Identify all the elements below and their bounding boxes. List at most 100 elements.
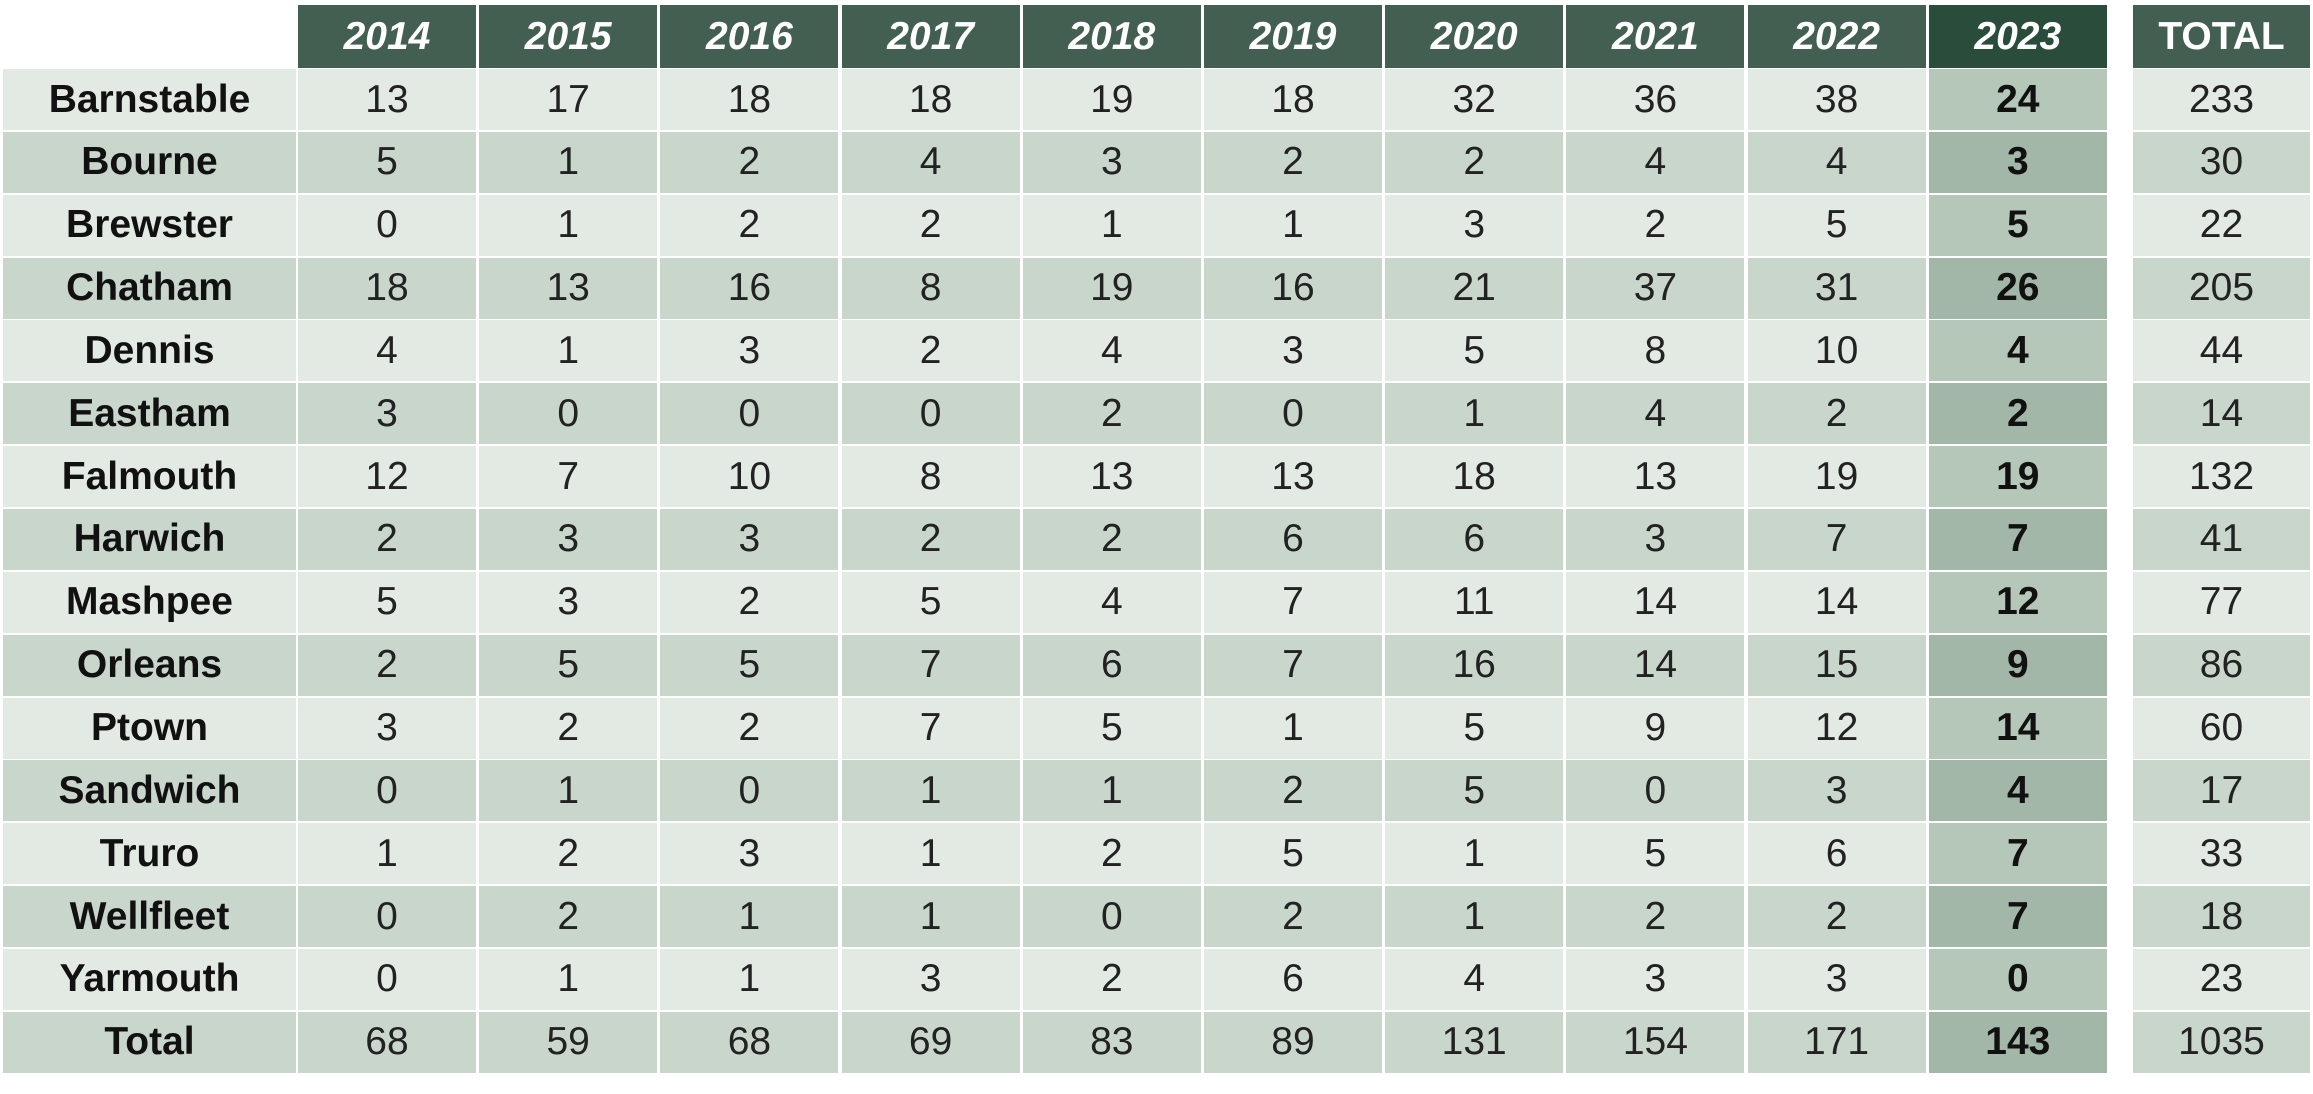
value-cell: 19 <box>1747 446 1926 508</box>
value-cell: 0 <box>1566 760 1745 822</box>
value-cell: 3 <box>1566 508 1745 570</box>
value-cell: 2 <box>1204 760 1382 822</box>
row-total-cell: 18 <box>2133 886 2310 948</box>
highlight-value-cell: 7 <box>1928 823 2107 885</box>
row-label: Eastham <box>3 383 296 445</box>
value-cell: 12 <box>1747 697 1926 759</box>
value-cell: 2 <box>298 508 476 570</box>
row-label: Total <box>3 1011 296 1073</box>
value-cell: 89 <box>1204 1011 1382 1073</box>
highlight-value-cell: 4 <box>1928 760 2107 822</box>
value-cell: 1 <box>479 320 658 382</box>
highlight-value-cell: 2 <box>1928 383 2107 445</box>
value-cell: 6 <box>1204 508 1382 570</box>
value-cell: 4 <box>1566 383 1745 445</box>
value-cell: 16 <box>1204 257 1382 319</box>
table-row: Orleans 2 5 5 7 6 7 16 14 15 9 86 <box>0 634 2313 696</box>
value-cell: 69 <box>841 1011 1020 1073</box>
value-cell: 1 <box>1204 194 1382 256</box>
value-cell: 0 <box>1022 886 1201 948</box>
value-cell: 59 <box>479 1011 658 1073</box>
row-total-cell: 14 <box>2133 383 2310 445</box>
row-total-cell: 30 <box>2133 131 2310 193</box>
value-cell: 2 <box>1747 383 1926 445</box>
value-cell: 4 <box>1747 131 1926 193</box>
value-cell: 1 <box>479 948 658 1010</box>
value-cell: 4 <box>298 320 476 382</box>
table-row: Dennis 4 1 3 2 4 3 5 8 10 4 44 <box>0 320 2313 382</box>
value-cell: 2 <box>479 886 658 948</box>
value-cell: 5 <box>298 131 476 193</box>
value-cell: 1 <box>1204 697 1382 759</box>
value-cell: 2 <box>1566 886 1745 948</box>
value-cell: 2 <box>660 697 839 759</box>
table-row: Bourne 5 1 2 4 3 2 2 4 4 3 30 <box>0 131 2313 193</box>
column-header-2019: 2019 <box>1204 5 1382 68</box>
value-cell: 14 <box>1566 571 1745 633</box>
row-label: Yarmouth <box>3 948 296 1010</box>
row-label: Falmouth <box>3 446 296 508</box>
row-total-cell: 132 <box>2133 446 2310 508</box>
value-cell: 2 <box>660 131 839 193</box>
row-total-cell: 17 <box>2133 760 2310 822</box>
value-cell: 1 <box>479 194 658 256</box>
highlight-value-cell: 3 <box>1928 131 2107 193</box>
value-cell: 2 <box>841 508 1020 570</box>
highlight-value-cell: 26 <box>1928 257 2107 319</box>
row-label: Dennis <box>3 320 296 382</box>
value-cell: 38 <box>1747 69 1926 130</box>
value-cell: 32 <box>1385 69 1564 130</box>
highlight-value-cell: 5 <box>1928 194 2107 256</box>
row-total-cell: 22 <box>2133 194 2310 256</box>
value-cell: 2 <box>1385 131 1564 193</box>
row-label: Harwich <box>3 508 296 570</box>
value-cell: 2 <box>298 634 476 696</box>
value-cell: 1 <box>660 886 839 948</box>
value-cell: 2 <box>1022 823 1201 885</box>
row-label: Truro <box>3 823 296 885</box>
value-cell: 5 <box>479 634 658 696</box>
value-cell: 8 <box>1566 320 1745 382</box>
value-cell: 0 <box>298 760 476 822</box>
header-row: 2014 2015 2016 2017 2018 2019 2020 2021 2022 2023… <box>0 5 2313 68</box>
value-cell: 10 <box>1747 320 1926 382</box>
value-cell: 1 <box>841 760 1020 822</box>
row-label: Sandwich <box>3 760 296 822</box>
value-cell: 21 <box>1385 257 1564 319</box>
value-cell: 5 <box>1204 823 1382 885</box>
value-cell: 3 <box>1204 320 1382 382</box>
value-cell: 18 <box>298 257 476 319</box>
value-cell: 13 <box>298 69 476 130</box>
column-header-total: TOTAL <box>2133 5 2310 68</box>
value-cell: 6 <box>1747 823 1926 885</box>
value-cell: 4 <box>1022 320 1201 382</box>
value-cell: 3 <box>298 383 476 445</box>
value-cell: 7 <box>841 697 1020 759</box>
value-cell: 3 <box>1747 948 1926 1010</box>
highlight-value-cell: 7 <box>1928 508 2107 570</box>
value-cell: 154 <box>1566 1011 1745 1073</box>
value-cell: 0 <box>298 948 476 1010</box>
value-cell: 0 <box>660 760 839 822</box>
row-total-cell: 44 <box>2133 320 2310 382</box>
value-cell: 13 <box>1566 446 1745 508</box>
row-label: Ptown <box>3 697 296 759</box>
value-cell: 31 <box>1747 257 1926 319</box>
value-cell: 3 <box>479 571 658 633</box>
highlight-value-cell: 19 <box>1928 446 2107 508</box>
value-cell: 11 <box>1385 571 1564 633</box>
table-row: Eastham 3 0 0 0 2 0 1 4 2 2 14 <box>0 383 2313 445</box>
value-cell: 1 <box>841 886 1020 948</box>
row-total-cell: 60 <box>2133 697 2310 759</box>
value-cell: 36 <box>1566 69 1745 130</box>
row-label: Barnstable <box>3 69 296 130</box>
value-cell: 2 <box>1204 131 1382 193</box>
value-cell: 1 <box>1022 760 1201 822</box>
value-cell: 0 <box>298 886 476 948</box>
value-cell: 2 <box>479 823 658 885</box>
value-cell: 68 <box>298 1011 476 1073</box>
highlight-value-cell: 4 <box>1928 320 2107 382</box>
table-row: Wellfleet 0 2 1 1 0 2 1 2 2 7 18 <box>0 886 2313 948</box>
table-row: Mashpee 5 3 2 5 4 7 11 14 14 12 77 <box>0 571 2313 633</box>
table-row: Chatham 18 13 16 8 19 16 21 37 31 26 205 <box>0 257 2313 319</box>
